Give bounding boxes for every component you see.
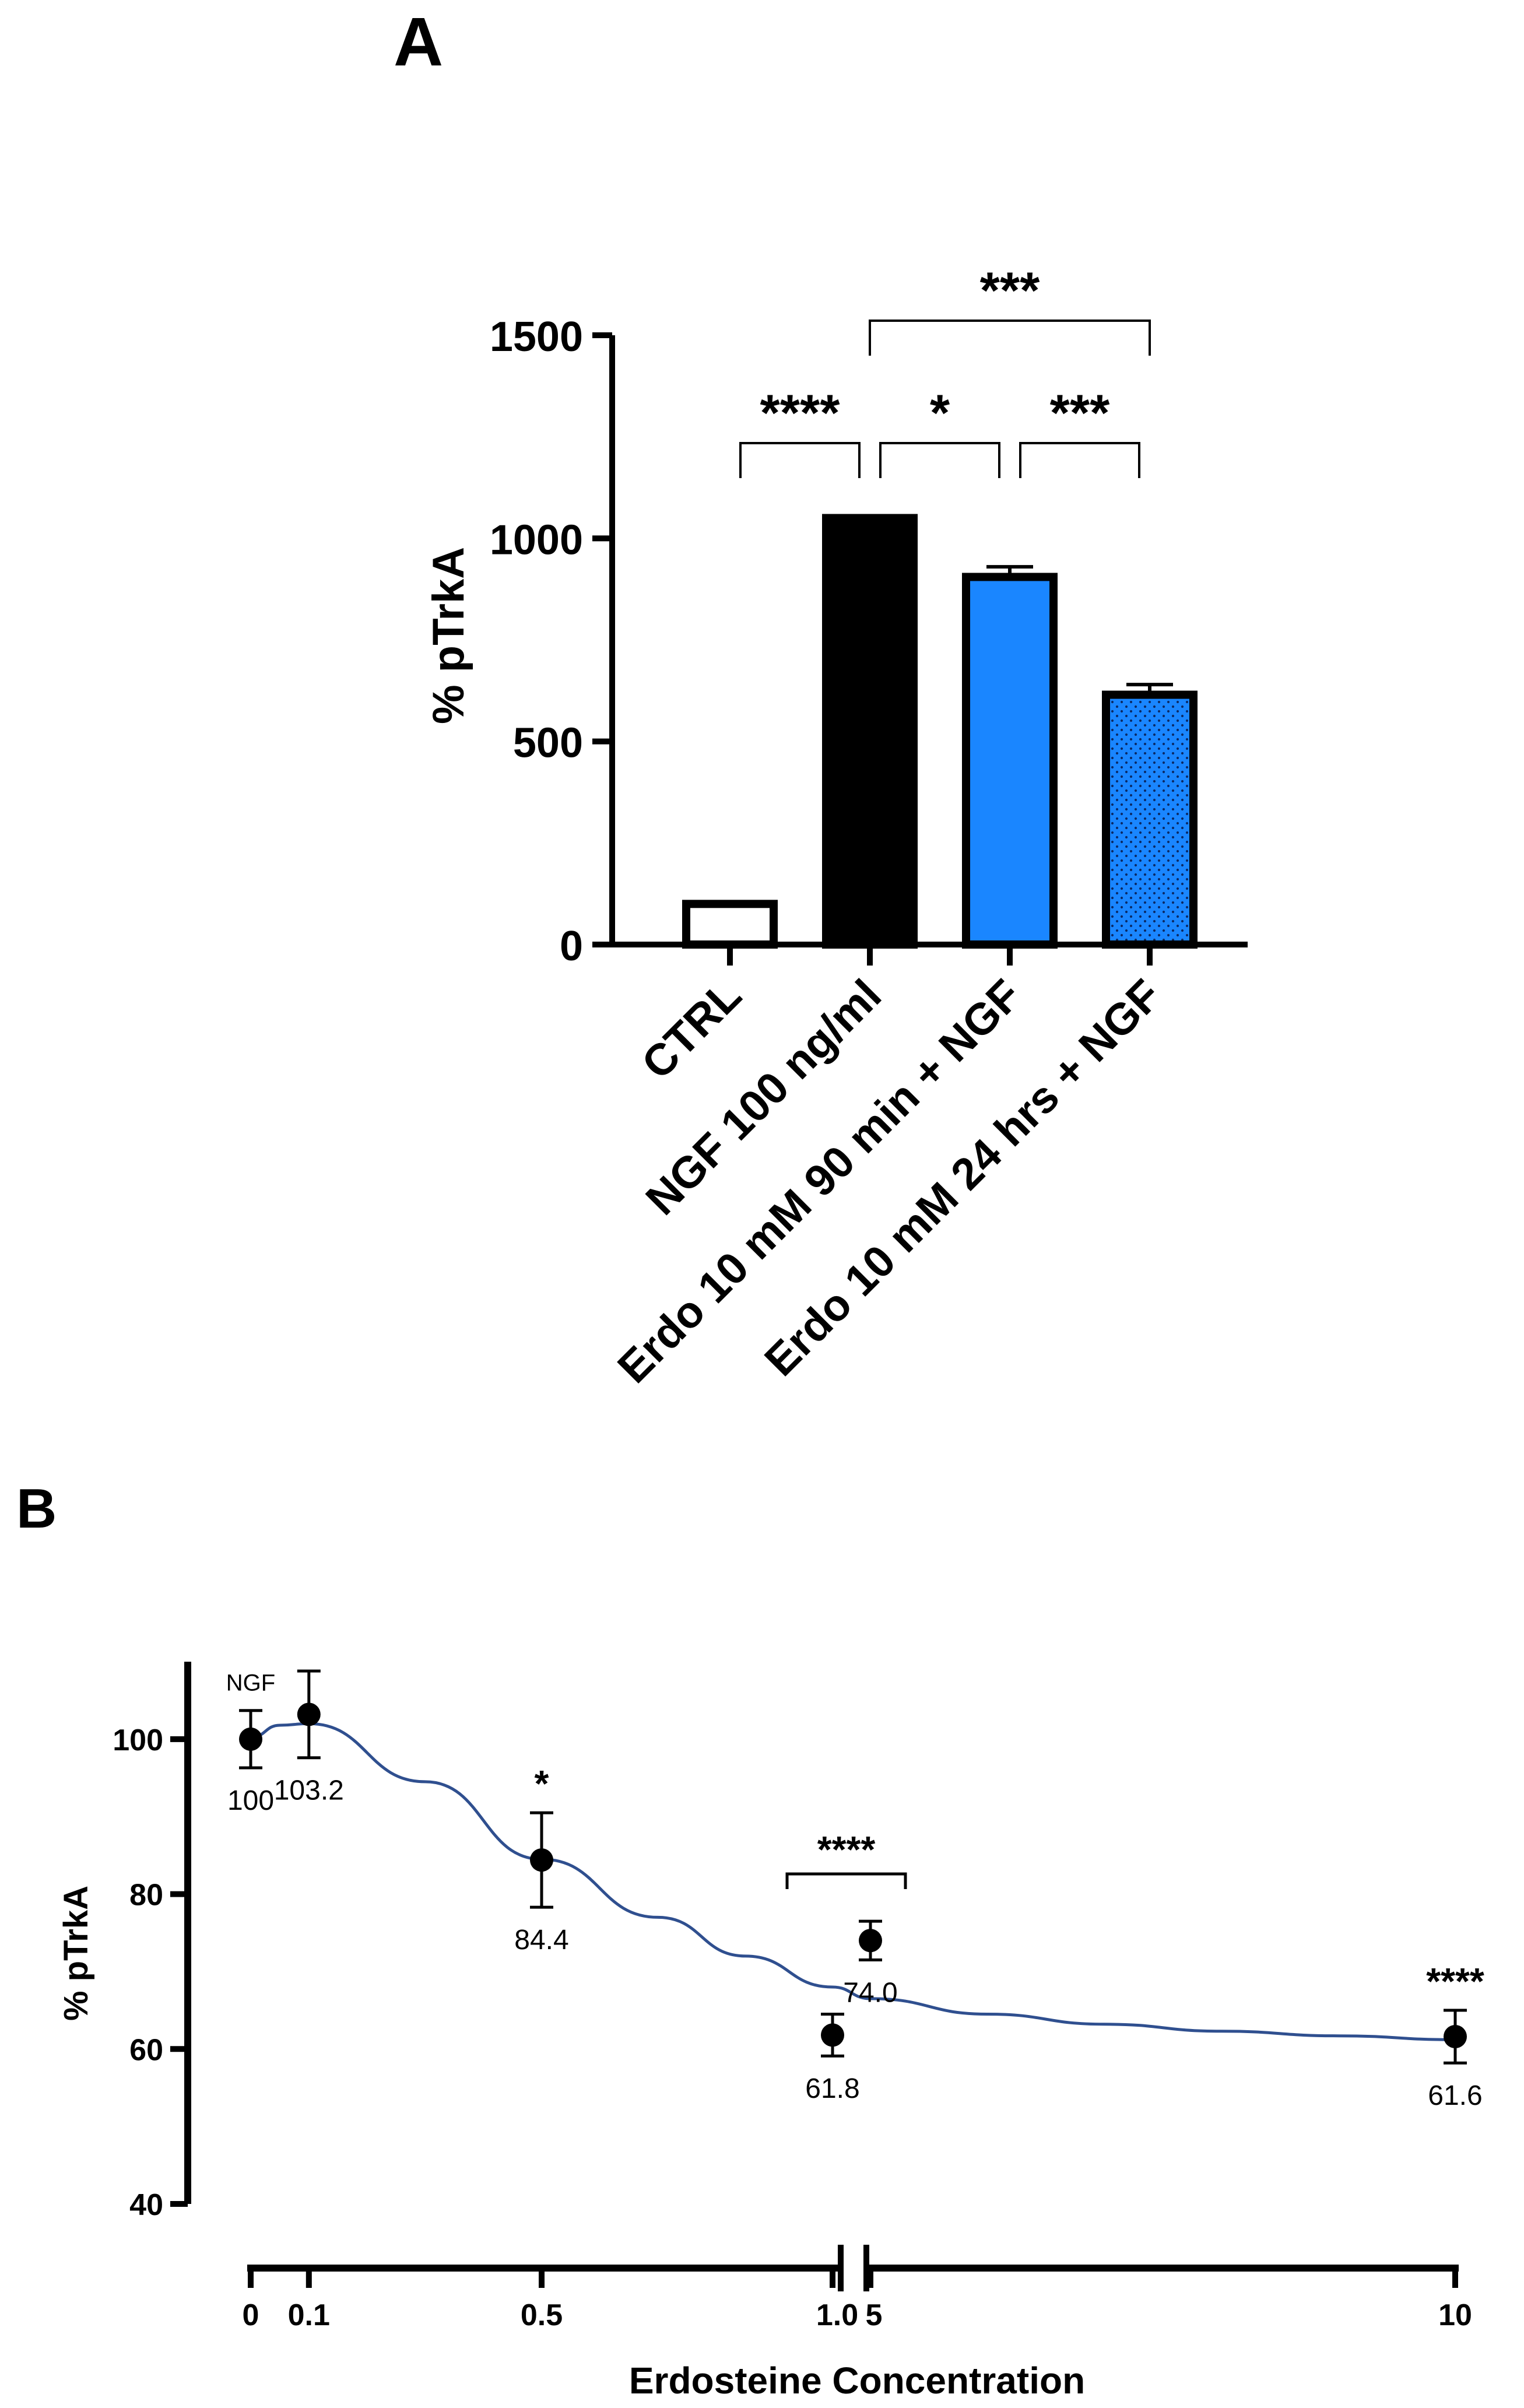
point-value-label: 100: [227, 1785, 274, 1816]
a-y-tick-label: 500: [513, 720, 583, 767]
category-label: NGF 100 ng/ml: [637, 970, 891, 1224]
bar: [822, 514, 918, 949]
data-point: [821, 2023, 844, 2047]
point-value-label: 103.2: [274, 1775, 344, 1806]
data-point: [530, 1848, 553, 1872]
a-y-tick-label: 1000: [490, 517, 583, 563]
b-x-tick-label: 1.0: [816, 2298, 858, 2332]
b-y-tick-label: 60: [129, 2033, 163, 2067]
point-annotation: NGF: [226, 1670, 275, 1696]
significance-label: *: [930, 384, 950, 441]
b-y-tick-label: 100: [113, 1723, 163, 1757]
significance-bracket: [1019, 442, 1140, 478]
a-y-tick-label: 0: [560, 923, 583, 970]
point-annotation: ****: [1426, 1960, 1484, 2002]
panel-a-y-label: % pTrkA: [424, 547, 473, 724]
b-x-tick-label: 5: [866, 2298, 883, 2332]
significance-bracket: [785, 1872, 907, 1889]
b-x-tick-label: 0.5: [521, 2298, 563, 2332]
significance-label: ****: [817, 1828, 876, 1870]
fit-curve: [250, 1722, 1456, 2041]
panel-b: B % pTrkA Erdosteine Concentration 40 60 8…: [16, 1477, 1484, 2402]
significance-bracket: [739, 442, 861, 478]
significance-label: ***: [980, 261, 1040, 319]
data-point: [297, 1703, 321, 1726]
category-label: CTRL: [633, 970, 751, 1089]
panel-b-y-label: % pTrkA: [57, 1886, 95, 2021]
significance-bracket: [869, 320, 1151, 356]
panel-b-letter: B: [16, 1477, 57, 1540]
panel-a-letter: A: [394, 3, 443, 80]
data-point: [239, 1727, 262, 1751]
significance-label: ****: [760, 384, 841, 441]
significance-bracket: [879, 442, 1000, 478]
point-value-label: 74.0: [843, 1978, 897, 2009]
b-y-tick-label: 80: [129, 1879, 163, 1912]
b-x-tick-label: 0: [243, 2298, 259, 2332]
point-value-label: 61.6: [1428, 2080, 1482, 2111]
data-point: [1444, 2025, 1467, 2049]
point-annotation: *: [535, 1763, 549, 1805]
a-y-tick-label: 1500: [490, 314, 583, 360]
point-value-label: 61.8: [805, 2073, 859, 2104]
bar: [682, 900, 778, 949]
significance-label: ***: [1050, 384, 1110, 441]
b-x-tick-label: 0.1: [288, 2298, 330, 2332]
b-y-tick-label: 40: [129, 2188, 163, 2222]
bar: [962, 573, 1058, 949]
b-x-tick-label: 10: [1438, 2298, 1472, 2332]
data-point: [859, 1929, 882, 1953]
point-value-label: 84.4: [514, 1925, 568, 1956]
panel-b-x-label: Erdosteine Concentration: [629, 2360, 1085, 2402]
bar: [1102, 690, 1198, 949]
